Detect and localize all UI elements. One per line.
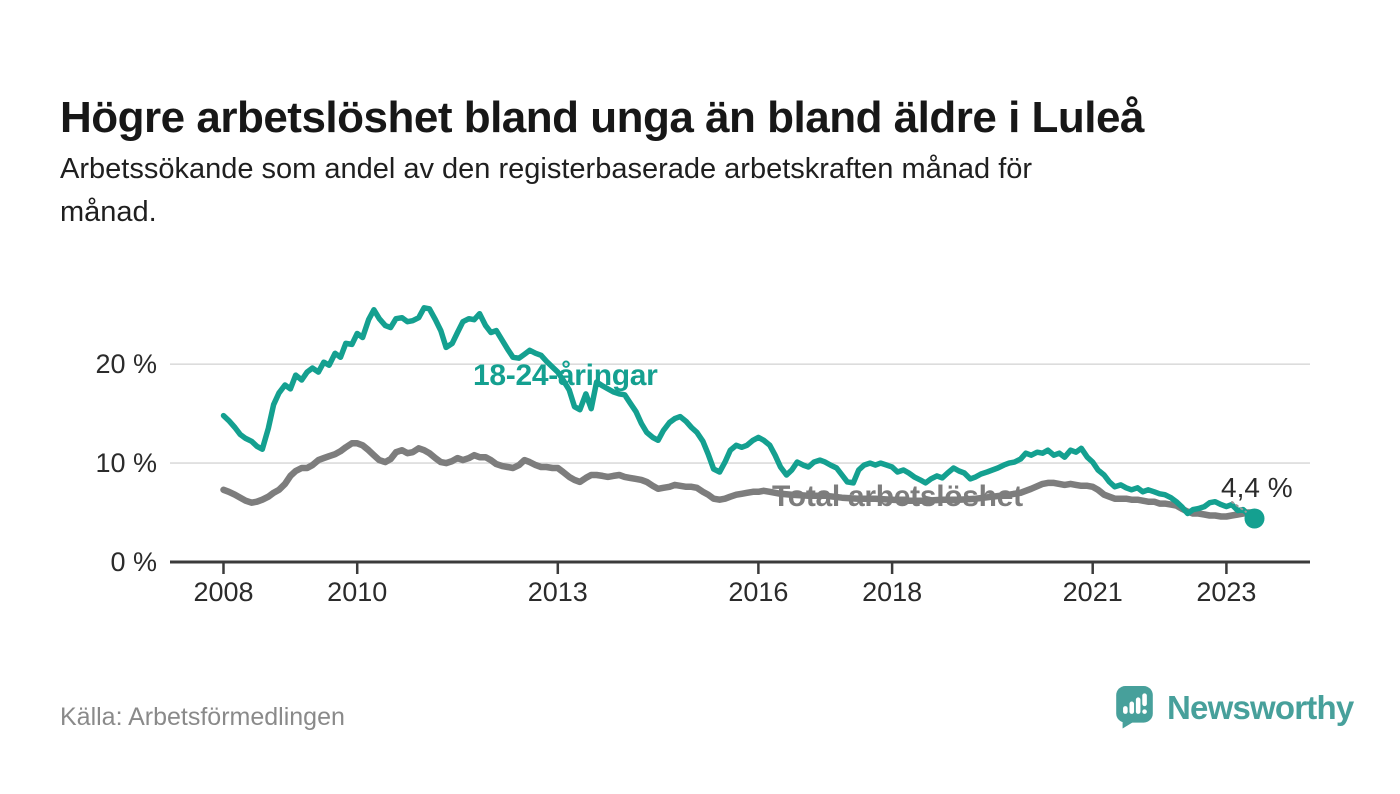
newsworthy-logo-link[interactable]: Newsworthy xyxy=(1116,686,1354,729)
y-tick-label: 0 % xyxy=(110,547,157,577)
y-axis-tick-labels: 0 % 10 % 20 % xyxy=(95,349,157,577)
series-line-1 xyxy=(220,440,1258,520)
brand-name: Newsworthy xyxy=(1167,688,1354,726)
y-tick-label: 10 % xyxy=(95,448,157,478)
series-line-0 xyxy=(220,305,1258,522)
series-label-total: Total arbetslöshet xyxy=(772,480,1023,513)
gridlines xyxy=(170,363,1310,464)
annotation-leader-line xyxy=(1231,501,1250,515)
page-title: Högre arbetslöshet bland unga än bland ä… xyxy=(60,93,1144,143)
x-tick-label: 2018 xyxy=(862,577,922,607)
y-tick-label: 20 % xyxy=(95,349,157,379)
source-note: Källa: Arbetsförmedlingen xyxy=(60,703,345,731)
chart-subtitle: Arbetssökande som andel av den registerb… xyxy=(60,153,1033,228)
x-tick-label: 2016 xyxy=(728,577,788,607)
x-tick-label: 2021 xyxy=(1063,577,1123,607)
x-tick-label: 2010 xyxy=(327,577,387,607)
series-lines xyxy=(220,305,1258,522)
bar-chart-speech-bubble-icon xyxy=(1116,686,1153,729)
x-tick-label: 2013 xyxy=(528,577,588,607)
x-axis-tick-labels: 2008 2010 2013 2016 2018 2021 2023 xyxy=(193,577,1256,607)
x-tick-label: 2008 xyxy=(193,577,253,607)
end-value-label: 4,4 % xyxy=(1221,472,1293,503)
end-point-dot xyxy=(1244,508,1265,529)
x-axis xyxy=(170,560,1310,574)
x-tick-label: 2023 xyxy=(1196,577,1256,607)
series-label-youth: 18-24-åringar xyxy=(473,359,658,392)
